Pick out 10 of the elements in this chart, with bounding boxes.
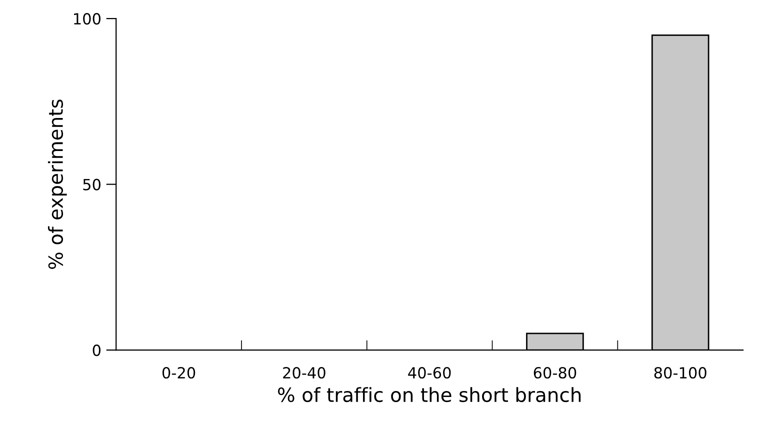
y-tick-label: 0 <box>92 344 100 356</box>
x-tick-label: 20-40 <box>283 367 326 379</box>
y-axis-title: % of experiments <box>48 100 67 269</box>
x-tick-label: 0-20 <box>162 367 196 379</box>
x-tick-label: 60-80 <box>534 367 576 379</box>
x-tick-label: 40-60 <box>408 367 451 379</box>
x-axis-title: % of traffic on the short branch <box>278 387 581 402</box>
x-tick-label: 80-100 <box>654 367 706 379</box>
y-tick-label: 50 <box>83 178 100 190</box>
y-tick-label: 100 <box>74 13 100 25</box>
